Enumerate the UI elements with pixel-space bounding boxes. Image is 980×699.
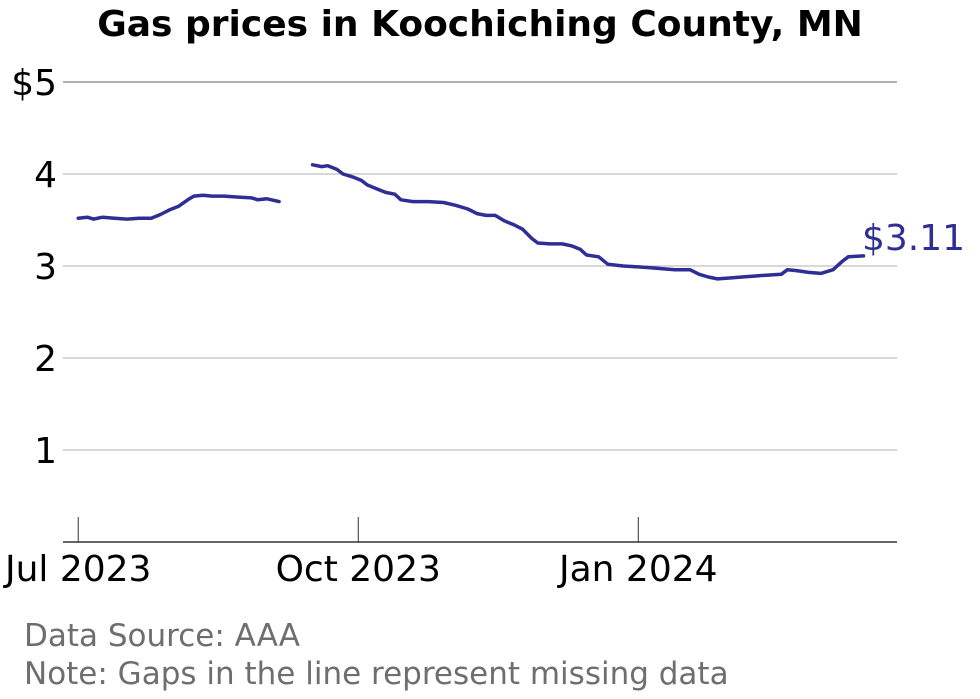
y-tick-label: 4 (34, 155, 57, 196)
last-value-label: $3.11 (862, 218, 965, 259)
x-tick-label: Jan 2024 (557, 549, 718, 590)
y-tick-label: $5 (11, 63, 57, 104)
gridlines (63, 81, 897, 451)
missing-data-note: Note: Gaps in the line represent missing… (24, 656, 729, 692)
x-axis-ticks: Jul 2023 Oct 2023 Jan 2024 (3, 517, 718, 590)
x-tick-label: Oct 2023 (276, 549, 441, 590)
price-line-segment-2 (310, 163, 866, 281)
price-line-segment-1 (76, 193, 281, 221)
chart-title: Gas prices in Koochiching County, MN (97, 4, 863, 45)
y-tick-label: 3 (34, 247, 57, 288)
data-source-note: Data Source: AAA (24, 618, 300, 654)
x-tick-label: Jul 2023 (3, 549, 152, 590)
y-tick-label: 1 (34, 431, 57, 472)
y-tick-label: 2 (34, 339, 57, 380)
y-axis-ticks: 1 2 3 4 $5 (11, 63, 57, 472)
price-series (76, 163, 866, 281)
